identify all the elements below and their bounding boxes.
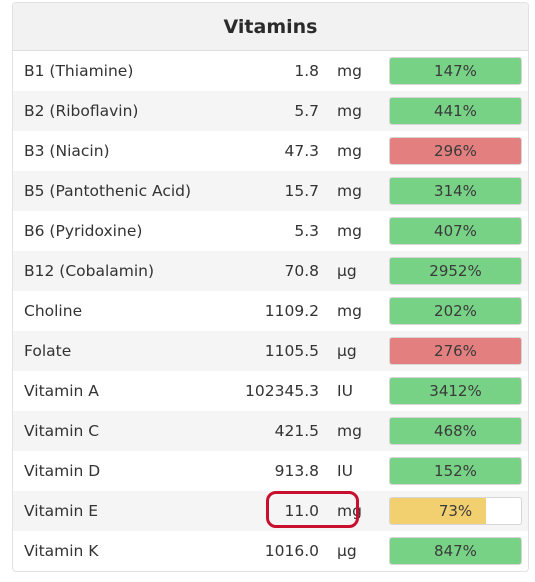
daily-value-percent: 73% <box>390 498 521 524</box>
nutrient-row: Vitamin K 1016.0 µg 847% <box>13 531 528 571</box>
nutrient-name: B6 (Pyridoxine) <box>24 211 142 251</box>
nutrient-name: B2 (Riboflavin) <box>24 91 138 131</box>
nutrient-amount: 15.7 <box>284 171 319 211</box>
daily-value-percent: 152% <box>390 458 521 484</box>
daily-value-percent: 276% <box>390 338 521 364</box>
nutrient-row: Vitamin A 102345.3 IU 3412% <box>13 371 528 411</box>
daily-value-bar: 407% <box>389 217 522 245</box>
daily-value-bar: 314% <box>389 177 522 205</box>
nutrient-unit: mg <box>337 51 362 91</box>
daily-value-percent: 2952% <box>390 258 521 284</box>
nutrient-amount: 11.0 <box>284 491 319 531</box>
daily-value-bar: 276% <box>389 337 522 365</box>
nutrient-amount: 5.3 <box>294 211 319 251</box>
nutrient-amount: 5.7 <box>294 91 319 131</box>
daily-value-percent: 202% <box>390 298 521 324</box>
daily-value-bar: 441% <box>389 97 522 125</box>
nutrient-row: B3 (Niacin) 47.3 mg 296% <box>13 131 528 171</box>
daily-value-percent: 314% <box>390 178 521 204</box>
nutrient-row: B5 (Pantothenic Acid) 15.7 mg 314% <box>13 171 528 211</box>
nutrient-row: B6 (Pyridoxine) 5.3 mg 407% <box>13 211 528 251</box>
nutrient-amount: 47.3 <box>284 131 319 171</box>
nutrient-name: B12 (Cobalamin) <box>24 251 154 291</box>
daily-value-percent: 468% <box>390 418 521 444</box>
nutrient-amount: 1.8 <box>294 51 319 91</box>
nutrient-unit: mg <box>337 171 362 211</box>
nutrient-amount: 913.8 <box>275 451 319 491</box>
daily-value-bar: 152% <box>389 457 522 485</box>
nutrient-amount: 421.5 <box>275 411 319 451</box>
nutrient-unit: µg <box>337 531 357 571</box>
nutrient-name: Vitamin D <box>24 451 100 491</box>
daily-value-bar: 468% <box>389 417 522 445</box>
vitamins-list: B1 (Thiamine) 1.8 mg 147% B2 (Riboflavin) 5.7… <box>13 51 528 571</box>
nutrient-row: B1 (Thiamine) 1.8 mg 147% <box>13 51 528 91</box>
nutrient-row: B2 (Riboflavin) 5.7 mg 441% <box>13 91 528 131</box>
nutrient-unit: mg <box>337 91 362 131</box>
nutrient-row: Vitamin C 421.5 mg 468% <box>13 411 528 451</box>
nutrient-unit: µg <box>337 331 357 371</box>
nutrient-name: Vitamin A <box>24 371 99 411</box>
nutrient-unit: mg <box>337 491 362 531</box>
daily-value-percent: 296% <box>390 138 521 164</box>
nutrient-unit: mg <box>337 411 362 451</box>
daily-value-percent: 407% <box>390 218 521 244</box>
daily-value-bar: 296% <box>389 137 522 165</box>
nutrient-row: Choline 1109.2 mg 202% <box>13 291 528 331</box>
nutrient-row: Vitamin D 913.8 IU 152% <box>13 451 528 491</box>
nutrient-name: Vitamin E <box>24 491 98 531</box>
daily-value-bar: 73% <box>389 497 522 525</box>
nutrient-unit: IU <box>337 451 353 491</box>
vitamins-panel: Vitamins B1 (Thiamine) 1.8 mg 147% B2 (Ribof… <box>12 2 529 572</box>
nutrient-unit: mg <box>337 131 362 171</box>
daily-value-bar: 2952% <box>389 257 522 285</box>
nutrient-amount: 70.8 <box>284 251 319 291</box>
nutrient-amount: 1016.0 <box>265 531 319 571</box>
nutrient-amount: 102345.3 <box>245 371 319 411</box>
nutrient-name: Folate <box>24 331 71 371</box>
panel-title: Vitamins <box>13 3 528 51</box>
nutrient-name: Vitamin K <box>24 531 98 571</box>
nutrient-row: B12 (Cobalamin) 70.8 µg 2952% <box>13 251 528 291</box>
daily-value-bar: 3412% <box>389 377 522 405</box>
nutrient-row: Vitamin E 11.0 mg 73% <box>13 491 528 531</box>
nutrient-name: Choline <box>24 291 82 331</box>
nutrient-name: Vitamin C <box>24 411 99 451</box>
nutrient-amount: 1105.5 <box>265 331 319 371</box>
daily-value-percent: 147% <box>390 58 521 84</box>
nutrient-unit: µg <box>337 251 357 291</box>
daily-value-bar: 147% <box>389 57 522 85</box>
nutrient-name: B5 (Pantothenic Acid) <box>24 171 191 211</box>
daily-value-percent: 847% <box>390 538 521 564</box>
nutrient-unit: mg <box>337 211 362 251</box>
nutrient-name: B3 (Niacin) <box>24 131 110 171</box>
daily-value-bar: 202% <box>389 297 522 325</box>
nutrient-name: B1 (Thiamine) <box>24 51 133 91</box>
nutrient-row: Folate 1105.5 µg 276% <box>13 331 528 371</box>
daily-value-percent: 3412% <box>390 378 521 404</box>
daily-value-percent: 441% <box>390 98 521 124</box>
nutrient-unit: IU <box>337 371 353 411</box>
daily-value-bar: 847% <box>389 537 522 565</box>
nutrient-amount: 1109.2 <box>265 291 319 331</box>
nutrient-unit: mg <box>337 291 362 331</box>
